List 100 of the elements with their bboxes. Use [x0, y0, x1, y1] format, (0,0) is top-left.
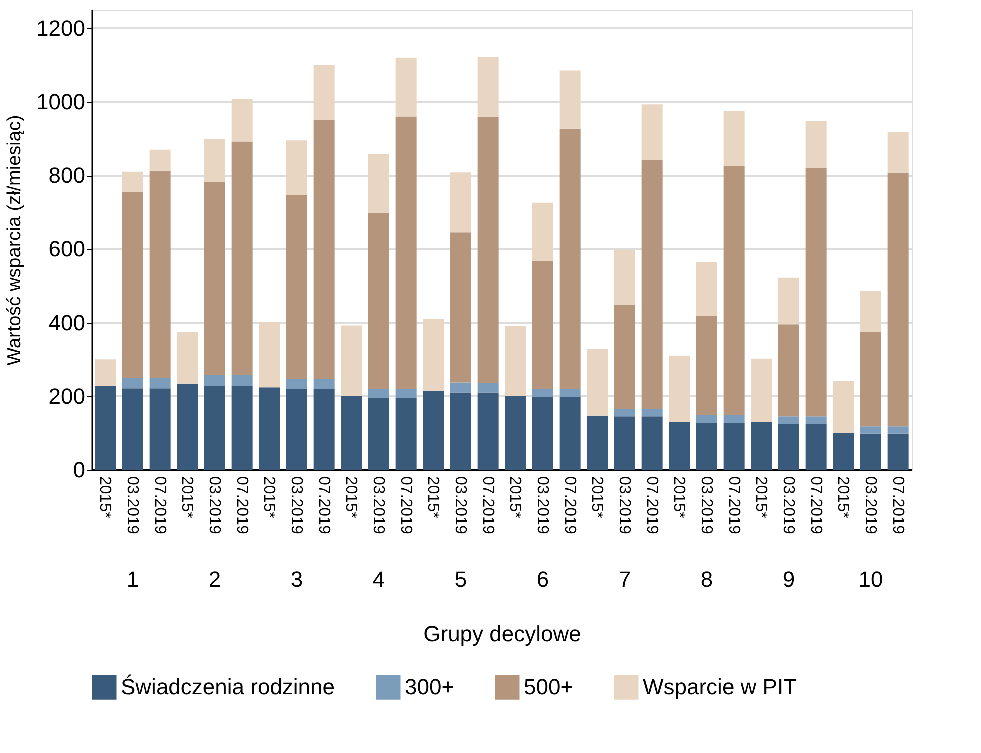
bar	[232, 142, 253, 376]
x-tick-label: 2015*	[752, 476, 770, 518]
x-tick-label: 07.2019	[725, 476, 742, 534]
bar	[150, 150, 171, 171]
bar	[450, 172, 472, 233]
bar	[696, 262, 718, 316]
bar	[532, 260, 554, 390]
x-tick-label: 2015*	[96, 476, 114, 518]
bar	[532, 389, 554, 398]
bar	[95, 360, 116, 386]
x-tick-label: 03.2019	[534, 476, 551, 534]
bar	[259, 322, 280, 388]
bar	[314, 120, 335, 380]
bar	[122, 192, 144, 378]
bar	[204, 140, 226, 182]
x-tick-label: 2015*	[834, 476, 852, 518]
bar	[888, 132, 909, 174]
bar	[614, 305, 636, 410]
x-tick-label: 03.2019	[124, 476, 141, 534]
y-tick-label: 400	[48, 310, 86, 336]
x-tick-label: 2015*	[178, 476, 196, 518]
bar	[450, 382, 472, 393]
y-tick-label: 0	[73, 458, 86, 482]
x-tick-label: 07.2019	[315, 476, 332, 534]
bar	[724, 166, 745, 416]
legend-label: 500+	[524, 674, 574, 700]
bar	[314, 65, 335, 120]
bar	[888, 434, 909, 470]
bar	[95, 386, 116, 470]
bar	[423, 319, 444, 391]
bar	[696, 316, 718, 416]
bar	[368, 154, 390, 214]
bar	[724, 416, 745, 424]
bar	[286, 389, 308, 470]
x-tick-label: 2015*	[342, 476, 360, 518]
bar	[204, 386, 226, 470]
bar	[368, 389, 390, 398]
legend-label: 300+	[405, 674, 455, 700]
bar	[122, 172, 144, 192]
x-tick-label: 03.2019	[288, 476, 305, 534]
x-tick-label: 07.2019	[643, 476, 660, 534]
x-tick-label: 2015*	[506, 476, 524, 518]
bar	[368, 398, 390, 470]
x-tick-label: 07.2019	[807, 476, 824, 534]
bar	[888, 426, 909, 434]
x-tick-label: 07.2019	[561, 476, 578, 534]
bar	[286, 195, 308, 380]
bar	[150, 388, 171, 470]
bar	[860, 292, 882, 332]
bar	[778, 424, 800, 470]
bar	[587, 349, 608, 416]
bar	[806, 424, 827, 470]
bar	[450, 392, 472, 470]
bar	[341, 326, 362, 396]
x-tick-label: 07.2019	[889, 476, 906, 534]
bar	[642, 409, 663, 417]
bar	[614, 409, 636, 417]
x-tick-label: 2015*	[260, 476, 278, 518]
bar	[478, 57, 499, 118]
bar	[642, 416, 663, 470]
bar	[560, 389, 581, 398]
y-tick-label: 200	[48, 384, 86, 409]
bar	[505, 326, 526, 396]
x-tick-label: 07.2019	[151, 476, 168, 534]
bar	[396, 58, 417, 117]
x-axis-title: Grupy decylowe	[424, 621, 582, 646]
bar	[450, 232, 472, 383]
bar	[614, 250, 636, 306]
bar	[505, 396, 526, 470]
bar	[724, 111, 745, 166]
text: 9	[782, 567, 796, 592]
text: 6	[536, 567, 550, 592]
bar	[478, 383, 499, 393]
bar	[642, 104, 663, 160]
bar	[833, 433, 854, 470]
bar	[314, 379, 335, 390]
bar	[396, 389, 417, 398]
x-tick-label: 07.2019	[397, 476, 414, 534]
bar	[806, 168, 827, 417]
bar	[642, 160, 663, 410]
bar	[860, 434, 882, 470]
x-tick-label: 03.2019	[616, 476, 633, 534]
bar	[259, 388, 280, 470]
bar	[778, 324, 800, 417]
x-tick-label: 03.2019	[206, 476, 223, 534]
bar	[696, 423, 718, 470]
bar	[286, 140, 308, 196]
bar	[177, 384, 198, 470]
bar	[751, 358, 772, 422]
text: 3	[290, 567, 304, 592]
bar	[204, 182, 226, 376]
bar	[122, 378, 144, 389]
bar	[423, 390, 444, 470]
bar	[778, 416, 800, 424]
x-tick-label: 2015*	[588, 476, 606, 518]
bar	[478, 392, 499, 470]
y-axis-title: Wartość wsparcia (zł/miesiąc)	[4, 115, 26, 366]
bar	[614, 416, 636, 470]
text: 5	[454, 567, 468, 592]
bar	[232, 375, 253, 386]
